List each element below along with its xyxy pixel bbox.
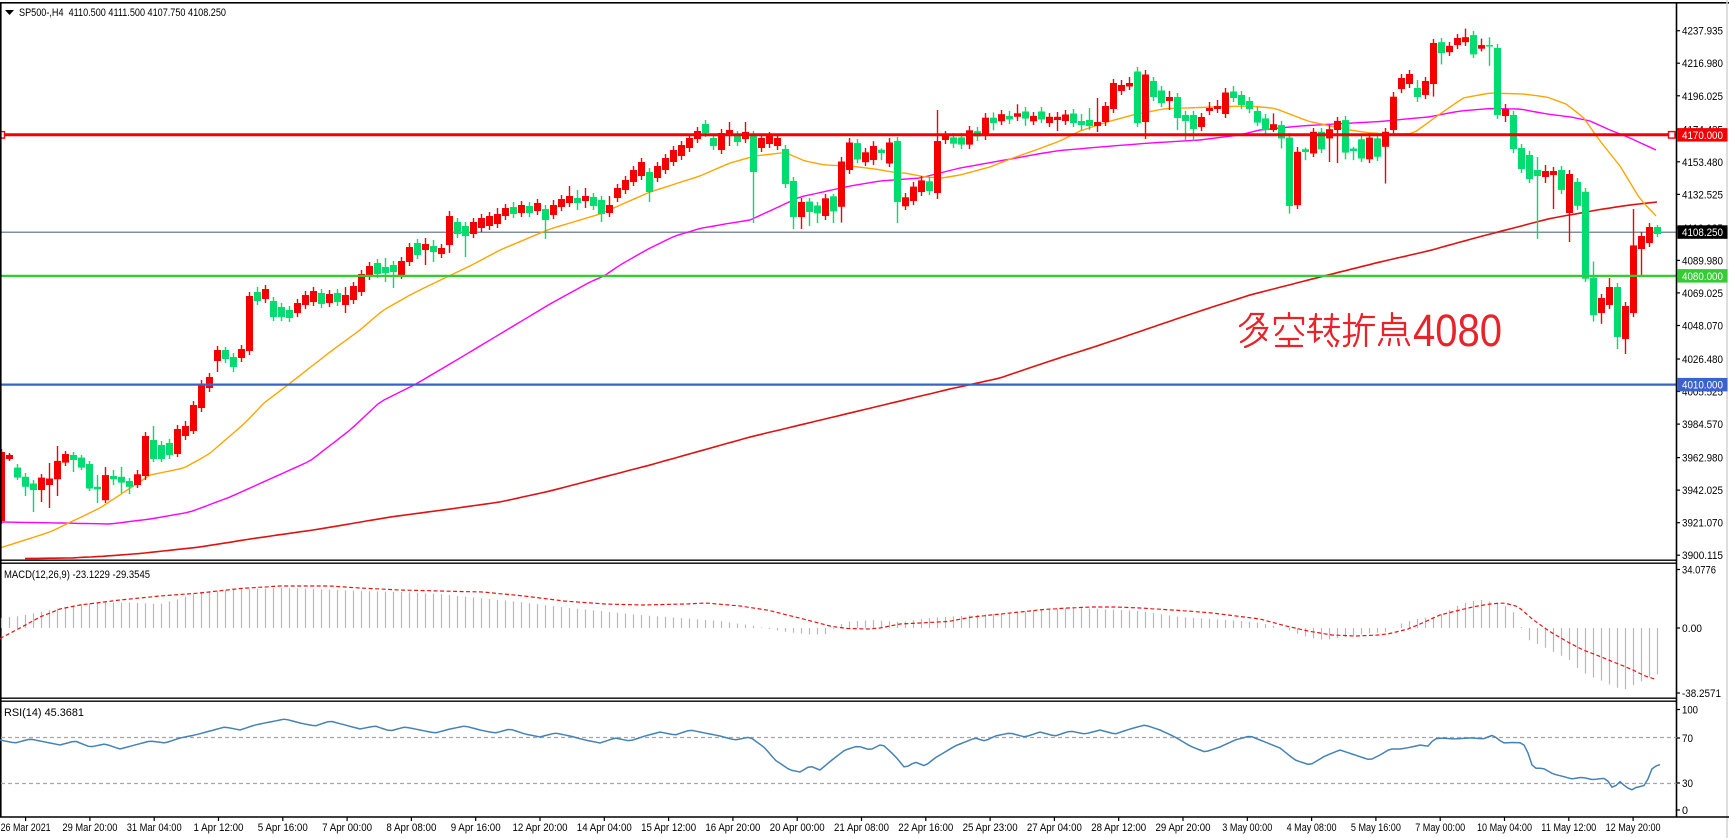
svg-text:0.00: 0.00: [1682, 623, 1702, 635]
svg-text:SP500-,H4 4110.500 4111.500 4: SP500-,H4 4110.500 4111.500 4107.750 410…: [19, 7, 226, 19]
svg-text:9 Apr 16:00: 9 Apr 16:00: [451, 822, 501, 834]
svg-text:20 Apr 00:00: 20 Apr 00:00: [770, 822, 825, 834]
svg-text:15 Apr 12:00: 15 Apr 12:00: [641, 822, 696, 834]
svg-text:100: 100: [1682, 705, 1698, 717]
svg-text:25 Apr 23:00: 25 Apr 23:00: [963, 822, 1018, 834]
svg-text:4170.000: 4170.000: [1682, 130, 1723, 142]
svg-text:11 May 12:00: 11 May 12:00: [1541, 822, 1596, 834]
svg-text:29 Apr 20:00: 29 Apr 20:00: [1156, 822, 1211, 834]
svg-text:12 Apr 20:00: 12 Apr 20:00: [513, 822, 568, 834]
svg-text:7 Apr 00:00: 7 Apr 00:00: [322, 822, 372, 834]
svg-text:4048.070: 4048.070: [1682, 321, 1723, 333]
svg-text:4026.480: 4026.480: [1682, 354, 1723, 366]
svg-text:4069.025: 4069.025: [1682, 288, 1723, 300]
svg-text:3921.070: 3921.070: [1682, 518, 1723, 530]
svg-text:4132.525: 4132.525: [1682, 189, 1723, 201]
svg-text:12 May 20:00: 12 May 20:00: [1606, 822, 1661, 834]
svg-text:4 May 08:00: 4 May 08:00: [1287, 822, 1337, 834]
svg-text:22 Apr 16:00: 22 Apr 16:00: [898, 822, 953, 834]
svg-text:29 Mar 20:00: 29 Mar 20:00: [62, 822, 117, 834]
svg-text:3 May 00:00: 3 May 00:00: [1222, 822, 1272, 834]
svg-text:5 May 16:00: 5 May 16:00: [1351, 822, 1401, 834]
svg-text:8 Apr 08:00: 8 Apr 08:00: [386, 822, 436, 834]
svg-text:21 Apr 08:00: 21 Apr 08:00: [834, 822, 889, 834]
svg-text:4108.250: 4108.250: [1682, 227, 1723, 239]
svg-text:4237.935: 4237.935: [1682, 26, 1723, 38]
svg-text:3942.025: 3942.025: [1682, 485, 1723, 497]
svg-text:4080.000: 4080.000: [1682, 271, 1723, 283]
svg-text:27 Apr 04:00: 27 Apr 04:00: [1027, 822, 1082, 834]
svg-text:RSI(14) 45.3681: RSI(14) 45.3681: [4, 707, 84, 719]
svg-text:28 Apr 12:00: 28 Apr 12:00: [1091, 822, 1146, 834]
svg-text:70: 70: [1682, 733, 1693, 745]
svg-text:3984.570: 3984.570: [1682, 419, 1723, 431]
svg-text:30: 30: [1682, 778, 1693, 790]
svg-text:34.0776: 34.0776: [1682, 565, 1716, 577]
svg-text:31 Mar 04:00: 31 Mar 04:00: [127, 822, 182, 834]
svg-text:4089.980: 4089.980: [1682, 255, 1723, 267]
svg-text:3962.980: 3962.980: [1682, 453, 1723, 465]
svg-text:26 Mar 2021: 26 Mar 2021: [1, 822, 51, 834]
svg-text:14 Apr 04:00: 14 Apr 04:00: [577, 822, 632, 834]
svg-text:MACD(12,26,9) -23.1229 -29.354: MACD(12,26,9) -23.1229 -29.3545: [4, 569, 150, 581]
svg-text:0: 0: [1682, 805, 1688, 817]
svg-text:7 May 00:00: 7 May 00:00: [1415, 822, 1465, 834]
svg-text:5 Apr 16:00: 5 Apr 16:00: [258, 822, 308, 834]
svg-text:-38.2571: -38.2571: [1682, 688, 1721, 700]
svg-text:3900.115: 3900.115: [1682, 550, 1723, 562]
svg-text:4080: 4080: [1413, 305, 1502, 356]
svg-text:4196.025: 4196.025: [1682, 91, 1723, 103]
svg-text:4216.980: 4216.980: [1682, 58, 1723, 70]
svg-text:16 Apr 20:00: 16 Apr 20:00: [705, 822, 760, 834]
svg-text:1 Apr 12:00: 1 Apr 12:00: [194, 822, 244, 834]
svg-text:10 May 04:00: 10 May 04:00: [1477, 822, 1532, 834]
svg-text:4010.000: 4010.000: [1682, 380, 1723, 392]
svg-text:4153.480: 4153.480: [1682, 157, 1723, 169]
